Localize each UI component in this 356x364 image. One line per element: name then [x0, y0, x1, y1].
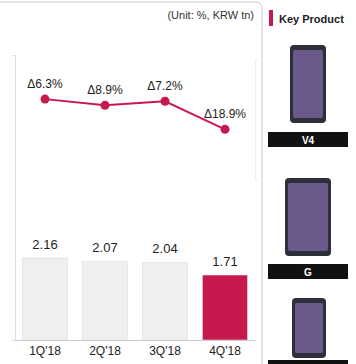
y-axis-line: [12, 56, 16, 341]
marker: [221, 125, 230, 134]
data-label: 1.71: [212, 254, 237, 269]
labels: 2.16 2.07 2.04 1.71 Δ6.3% Δ8.9% Δ7.2% Δ18.9%: [27, 77, 246, 269]
line-label: Δ6.3%: [27, 77, 63, 91]
product-label-box: [268, 360, 348, 364]
product-label-box: [268, 264, 348, 279]
product-image: [292, 298, 326, 358]
x-tick-label: 2Q'18: [89, 344, 121, 358]
sidebar: Key Product V4 G: [268, 10, 348, 364]
bar: [143, 262, 188, 340]
line-label: Δ8.9%: [87, 83, 123, 97]
product-screen: [295, 303, 323, 353]
x-tick: 3Q'18: [149, 340, 181, 358]
y-tick: [12, 340, 15, 341]
y2-axis-line: [256, 61, 259, 181]
product-label: G: [304, 267, 312, 278]
data-label: 2.07: [92, 240, 117, 255]
y-axis: [12, 56, 16, 341]
chart: (Unit: %, KRW tn) 1Q'18 2Q'18 3Q'18 4Q'18 2.1…: [0, 0, 356, 364]
x-axis: 1Q'18 2Q'18 3Q'18 4Q'18: [16, 340, 256, 358]
sidebar-accent: [269, 10, 273, 26]
marker: [101, 101, 110, 110]
product-label-box: [268, 132, 348, 147]
product-screen: [293, 50, 323, 118]
x-tick-label: 4Q'18: [209, 344, 241, 358]
marker: [41, 95, 50, 104]
x-tick: 2Q'18: [89, 340, 121, 358]
y-tick-mark: [12, 340, 15, 341]
data-label: 2.04: [152, 241, 177, 256]
marker: [161, 97, 170, 106]
product-screen: [288, 183, 328, 251]
line: [45, 99, 225, 129]
y2-axis: [256, 61, 259, 181]
x-tick: 1Q'18: [29, 340, 61, 358]
x-axis-line: [16, 340, 256, 341]
x-tick: 4Q'18: [209, 340, 241, 358]
subtitle: (Unit: %, KRW tn): [167, 9, 254, 21]
line-label: Δ7.2%: [147, 79, 183, 93]
data-label: 2.16: [32, 237, 57, 252]
product-image: [285, 178, 331, 256]
sidebar-title: Key Product: [279, 13, 344, 25]
line-label: Δ18.9%: [204, 107, 246, 121]
bar: [23, 258, 68, 340]
product-label: V4: [302, 135, 315, 146]
bar: [83, 261, 128, 340]
bar: [203, 275, 248, 340]
panel-frame: [0, 2, 262, 364]
product-image: [290, 45, 326, 123]
marks: [23, 95, 248, 340]
x-tick-label: 3Q'18: [149, 344, 181, 358]
x-tick-label: 1Q'18: [29, 344, 61, 358]
